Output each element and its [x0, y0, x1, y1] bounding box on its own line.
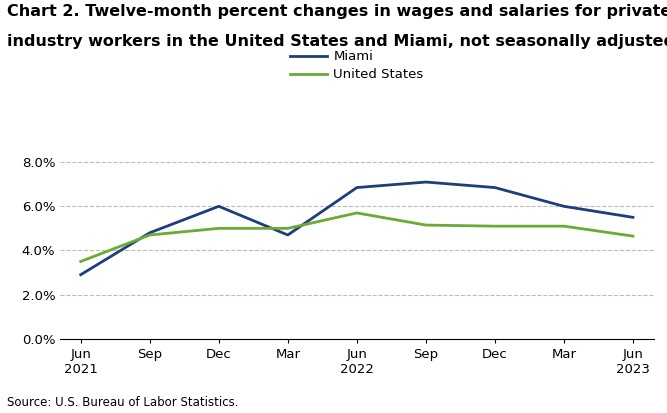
Miami [284, 233, 292, 237]
United States [77, 259, 85, 264]
Miami [491, 185, 499, 190]
United States [353, 211, 361, 216]
Miami [422, 180, 430, 185]
United States [629, 234, 637, 239]
Text: industry workers in the United States and Miami, not seasonally adjusted: industry workers in the United States an… [7, 34, 667, 49]
United States [215, 226, 223, 231]
Miami [353, 185, 361, 190]
United States [284, 226, 292, 231]
Miami [560, 204, 568, 209]
United States [146, 233, 154, 237]
Miami [215, 204, 223, 209]
Text: Chart 2. Twelve-month percent changes in wages and salaries for private: Chart 2. Twelve-month percent changes in… [7, 4, 667, 19]
Legend: Miami, United States: Miami, United States [290, 50, 424, 81]
Miami [146, 230, 154, 235]
Text: Source: U.S. Bureau of Labor Statistics.: Source: U.S. Bureau of Labor Statistics. [7, 396, 238, 409]
United States [491, 224, 499, 229]
United States [422, 223, 430, 228]
Miami [629, 215, 637, 220]
Line: United States: United States [81, 213, 633, 261]
Miami [77, 272, 85, 277]
Line: Miami: Miami [81, 182, 633, 275]
United States [560, 224, 568, 229]
